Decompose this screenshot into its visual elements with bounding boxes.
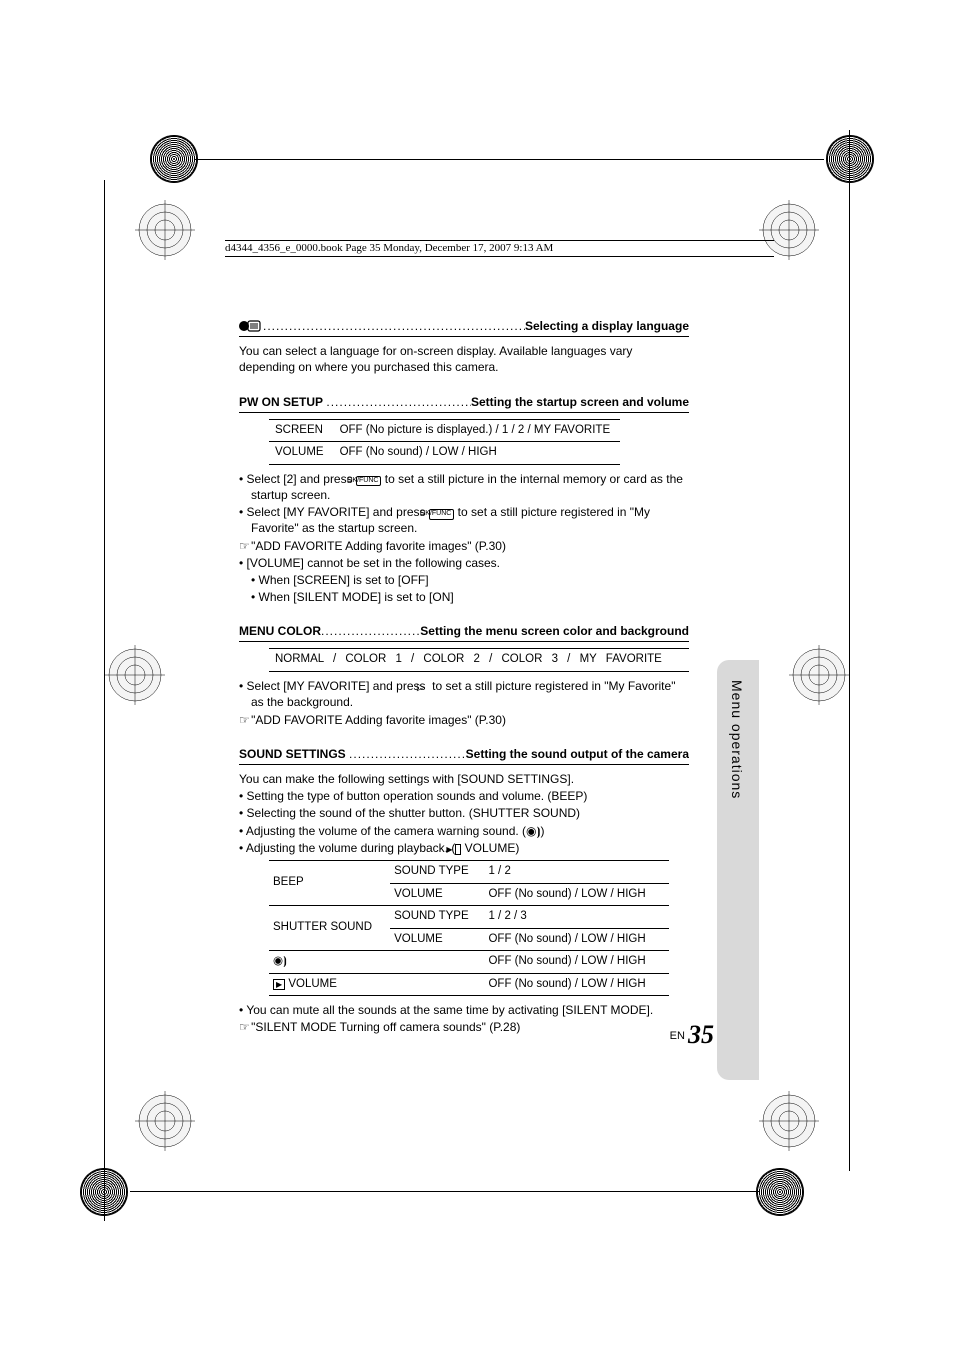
sound-table: BEEP SOUND TYPE 1 / 2 VOLUME OFF (No sou… (269, 860, 669, 996)
snd-intro: You can make the following settings with… (239, 771, 689, 787)
pwon-sb2: When [SILENT MODE] is set to [ON] (239, 589, 689, 605)
section-sound: SOUND SETTINGS .........................… (239, 746, 689, 765)
cell: OFF (No picture is displayed.) / 1 / 2 /… (334, 419, 621, 442)
reg-mark-br (759, 1091, 819, 1151)
snd-foot: You can mute all the sounds at the same … (239, 1002, 689, 1018)
okfunc-icon: OK/FUNC (429, 509, 455, 519)
pwon-lead: PW ON SETUP (239, 394, 323, 410)
pwon-table: SCREENOFF (No picture is displayed.) / 1… (269, 419, 620, 465)
lang-body: You can select a language for on-screen … (239, 343, 689, 375)
reg-mark-ml (105, 645, 165, 705)
cell: OFF (No sound) / LOW / HIGH (484, 883, 669, 906)
section-language: ........................................… (239, 318, 689, 337)
page-content: ........................................… (239, 300, 689, 1036)
snd-ref: "SILENT MODE Turning off camera sounds" … (239, 1019, 689, 1035)
pwon-sb1: When [SCREEN] is set to [OFF] (239, 572, 689, 588)
dots: ........................................… (263, 318, 525, 334)
cell: SHUTTER SOUND (269, 906, 390, 951)
snd-b4: Adjusting the volume during playback. (▶… (239, 840, 689, 856)
cell: 1 / 2 / 3 (484, 906, 669, 929)
book-header-text: d4344_4356_e_0000.book Page 35 Monday, D… (225, 242, 553, 254)
snd-trail: Setting the sound output of the camera (466, 746, 689, 762)
cell: VOLUME (390, 928, 484, 951)
sunburst-br (756, 1168, 804, 1216)
snd-b2: Selecting the sound of the shutter butto… (239, 805, 689, 821)
reg-mark-bl (135, 1091, 195, 1151)
book-header: d4344_4356_e_0000.book Page 35 Monday, D… (225, 240, 774, 257)
cell: OFF (No sound) / LOW / HIGH (334, 442, 621, 465)
reg-mark-tl (135, 200, 195, 260)
crop-left (104, 180, 105, 1221)
play-icon: ▶ (273, 979, 285, 991)
pwon-b2: Select [MY FAVORITE] and press OK/FUNC t… (239, 504, 689, 536)
dots: ........................................… (349, 746, 466, 762)
side-tab: Menu operations (717, 660, 759, 1080)
pwon-b1: Select [2] and press OK/FUNC to set a st… (239, 471, 689, 503)
mc-b1: Select [MY FAVORITE] and press ▷ to set … (239, 678, 689, 711)
crop-right (849, 130, 850, 1171)
cell-playvol: ▶ VOLUME (269, 973, 484, 996)
cell: SCREEN (269, 419, 334, 442)
crop-top (195, 159, 824, 160)
cell: SOUND TYPE (390, 906, 484, 929)
crop-bot (130, 1191, 759, 1192)
section-pwon: PW ON SETUP ............................… (239, 394, 689, 413)
lang-icon (239, 318, 263, 334)
cell: OFF (No sound) / LOW / HIGH (484, 951, 669, 974)
cell: SOUND TYPE (390, 860, 484, 883)
pwon-b3: [VOLUME] cannot be set in the following … (239, 555, 689, 571)
okfunc-icon: OK/FUNC (356, 476, 382, 486)
lang-trail: Selecting a display language (525, 318, 689, 334)
cell: 1 / 2 (484, 860, 669, 883)
mc-lead: MENU COLOR (239, 623, 321, 639)
mc-trail: Setting the menu screen color and backgr… (420, 623, 689, 639)
pwon-ref: "ADD FAVORITE Adding favorite images" (P… (239, 538, 689, 554)
side-tab-label: Menu operations (729, 680, 745, 799)
cell: OFF (No sound) / LOW / HIGH (484, 928, 669, 951)
page-num: 35 (688, 1020, 714, 1049)
dots: ........................................… (326, 394, 471, 410)
snd-b1: Setting the type of button operation sou… (239, 788, 689, 804)
sunburst-tr (826, 135, 874, 183)
speaker-icon: ◉⦘ (526, 824, 540, 838)
dots: ........................................… (321, 623, 420, 639)
cell-speaker: ◉⦘ (269, 951, 484, 974)
snd-b3: Adjusting the volume of the camera warni… (239, 823, 689, 839)
page-prefix: EN (670, 1030, 685, 1042)
cell: VOLUME (390, 883, 484, 906)
mc-ref: "ADD FAVORITE Adding favorite images" (P… (239, 712, 689, 728)
pwon-trail: Setting the startup screen and volume (471, 394, 689, 410)
section-menucolor: MENU COLOR .............................… (239, 623, 689, 642)
cell: OFF (No sound) / LOW / HIGH (484, 973, 669, 996)
reg-mark-mr (789, 645, 849, 705)
page-number: EN 35 (670, 1020, 714, 1050)
cell: BEEP (269, 860, 390, 905)
sunburst-tl (150, 135, 198, 183)
cell: VOLUME (269, 442, 334, 465)
mc-row: NORMAL / COLOR 1 / COLOR 2 / COLOR 3 / M… (269, 648, 689, 672)
snd-lead: SOUND SETTINGS (239, 746, 346, 762)
